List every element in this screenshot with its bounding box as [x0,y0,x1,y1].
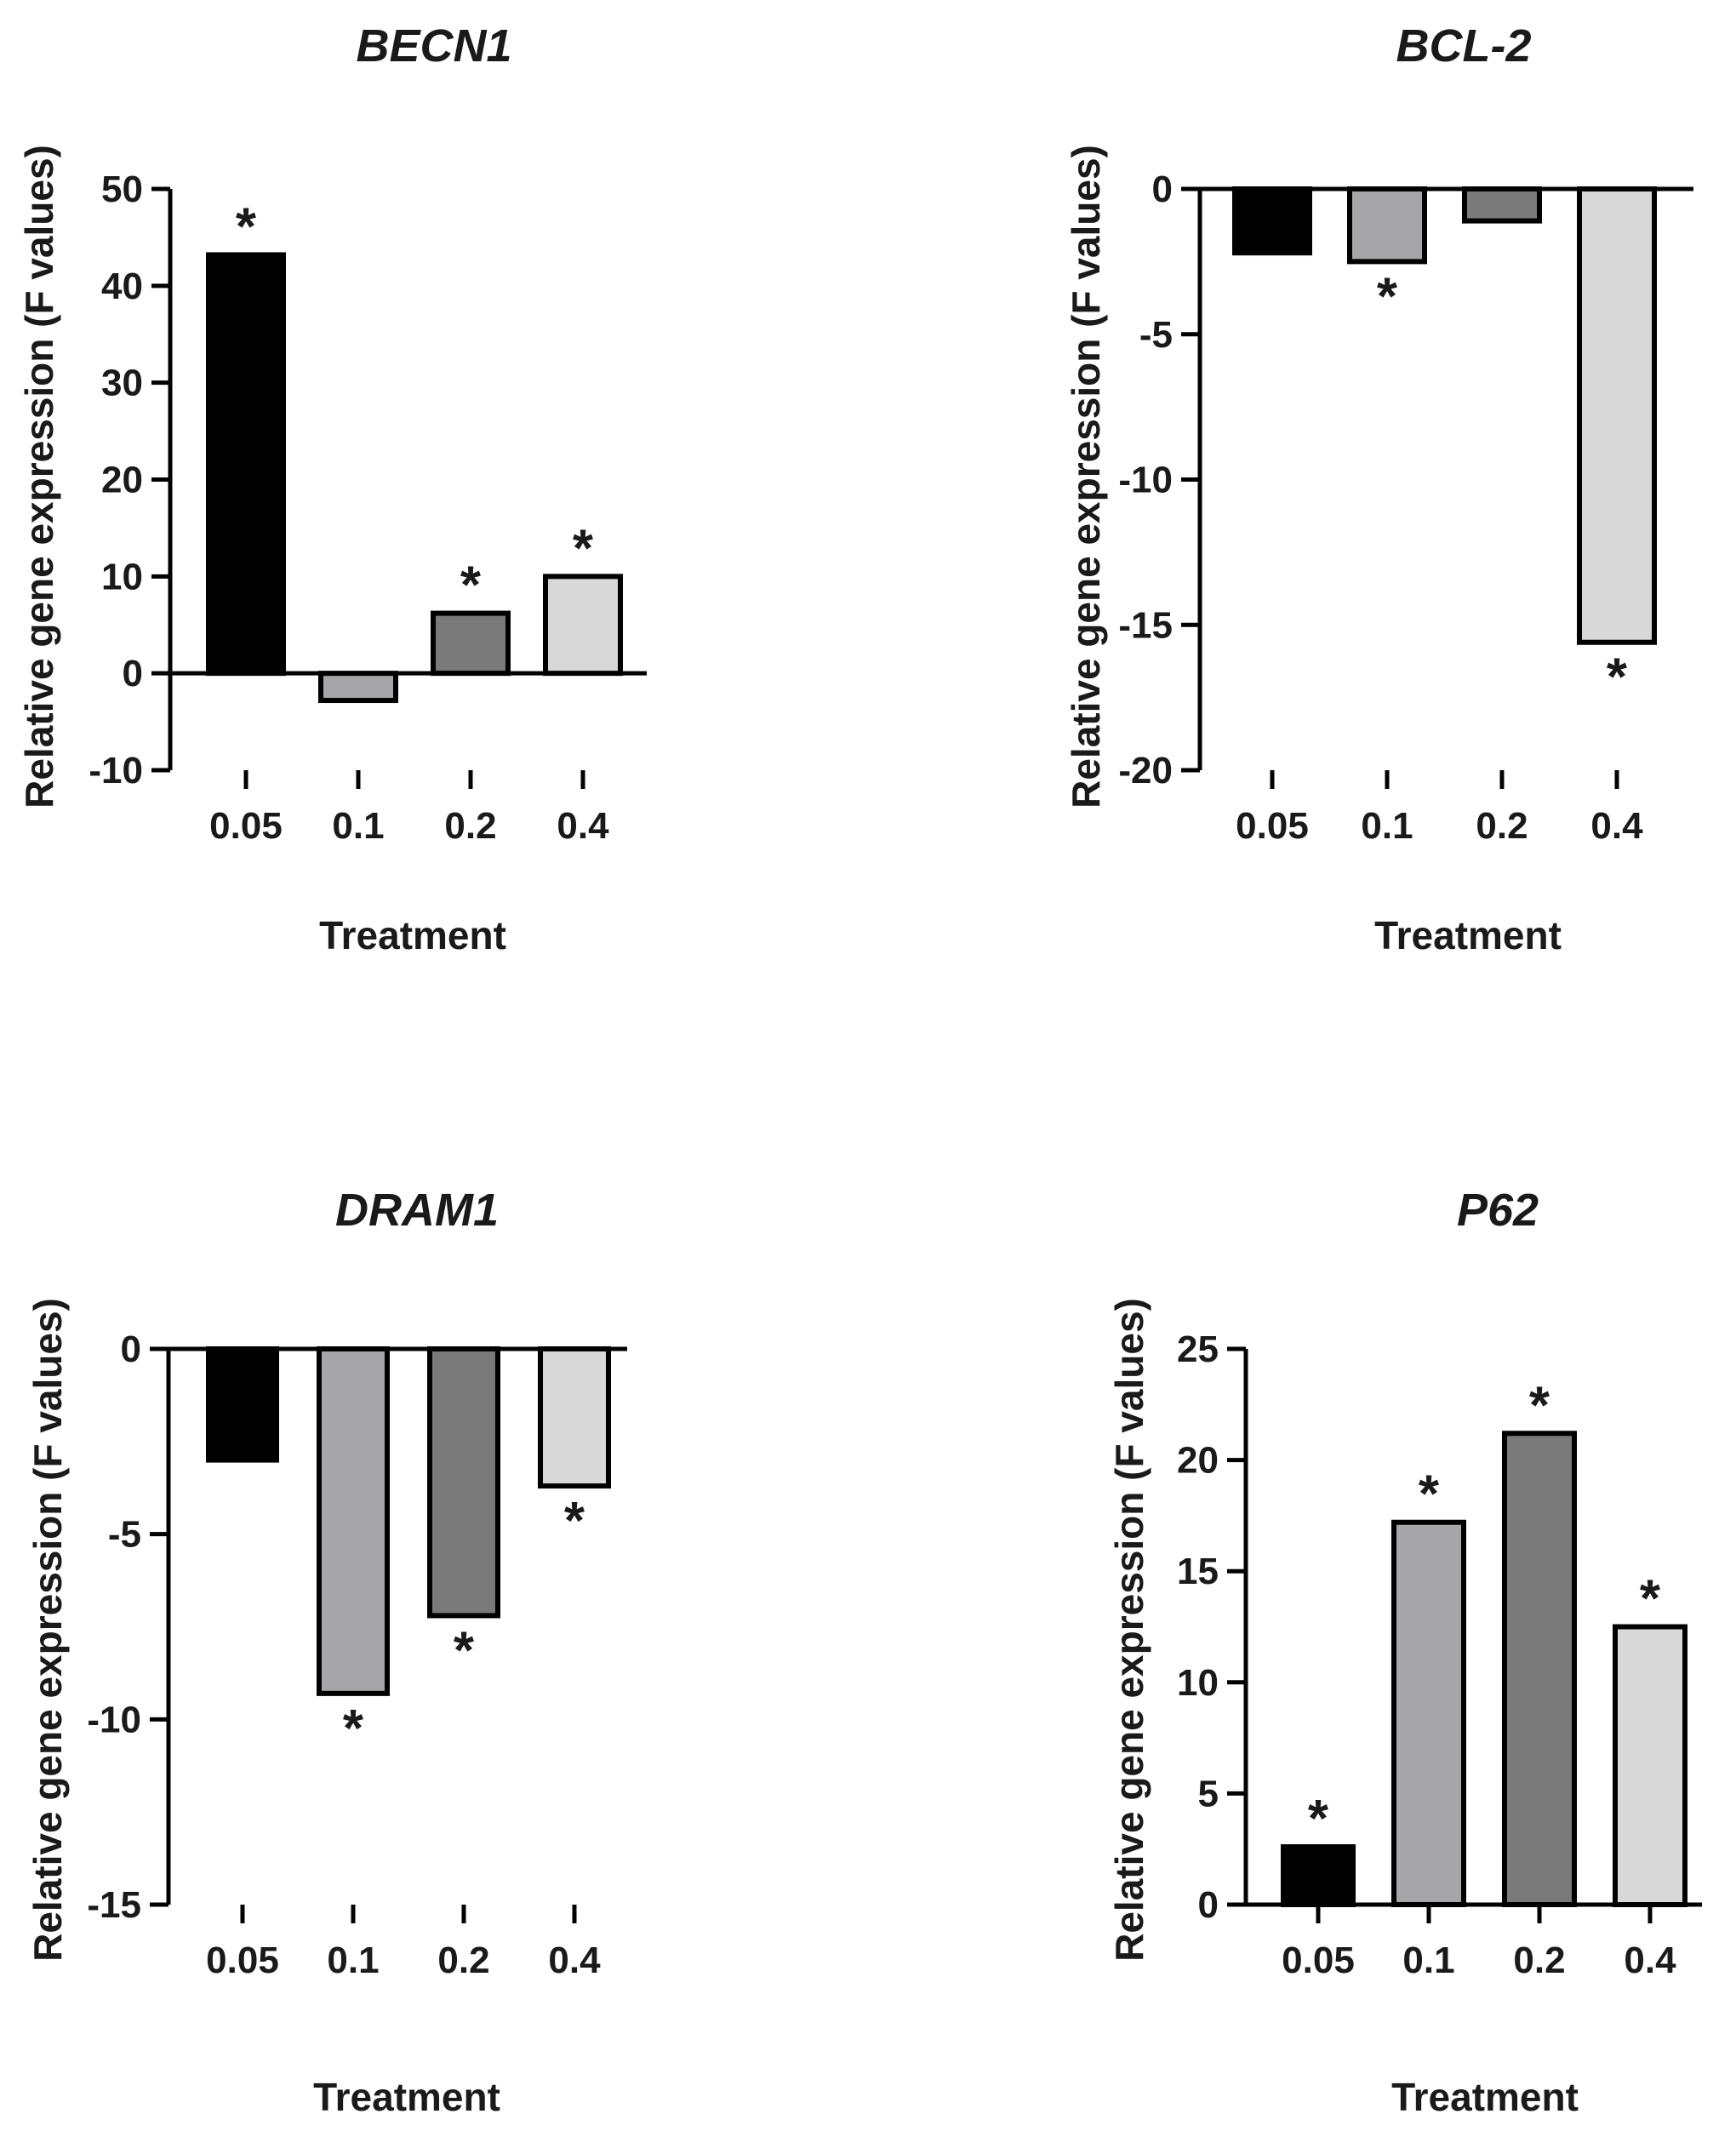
x-tick-label: 0.1 [327,1940,379,1981]
bar-0.2 [431,610,511,677]
bar-0.4 [543,574,623,677]
x-tick-label: 0.1 [332,805,384,847]
y-tick-label: 0 [121,1328,141,1370]
x-tick-label: 0.2 [444,805,496,847]
y-tick-label: 20 [1177,1440,1219,1482]
y-tick-label: 15 [1177,1551,1219,1592]
bar-0.05 [1232,186,1312,256]
y-axis-label: Relative gene expression (F values) [1064,145,1108,808]
x-tick-label: 0.4 [557,805,609,847]
significance-asterisk: * [1529,1376,1550,1435]
significance-asterisk: * [236,197,257,256]
significance-asterisk: * [1419,1465,1440,1524]
bar-0.05 [206,252,286,677]
y-tick-label: -10 [89,750,143,791]
bar-0.05 [206,1346,279,1463]
bar-0.1 [318,671,398,704]
x-tick-label: 0.2 [1513,1940,1565,1981]
y-tick-label: -10 [87,1699,141,1740]
chart-title: DRAM1 [335,1185,499,1236]
bar-0.1 [1347,186,1427,265]
chart-title: BCL-2 [1396,20,1532,71]
y-tick-label: -10 [1118,460,1173,501]
y-tick-label: 25 [1177,1328,1219,1370]
x-axis-label: Treatment [1391,2075,1579,2119]
significance-asterisk: * [454,1621,475,1680]
x-tick-label: 0.4 [1590,805,1643,847]
y-tick-label: 10 [1177,1662,1219,1704]
y-tick-label: 20 [101,460,143,501]
bar-0.2 [1462,186,1542,224]
y-axis-label: Relative gene expression (F values) [17,145,61,808]
y-tick-label: -15 [1118,604,1173,646]
y-axis-label: Relative gene expression (F values) [26,1298,70,1962]
y-tick-label: 0 [1152,169,1173,210]
x-axis-label: Treatment [1374,913,1562,957]
bar-0.4 [1613,1624,1687,1907]
chart-becn1: BECN1 * * * -10 0 10 20 30 40 50 0.05 0.1 0.2 0.4 Treat… [17,20,647,957]
x-tick-label: 0.05 [206,1940,279,1981]
chart-title: BECN1 [356,20,511,71]
y-tick-label: -20 [1118,750,1173,791]
chart-dram1: DRAM1 * * * -15 -10 -5 0 0.05 0.1 0.2 0.4 Treatment R… [26,1185,627,2119]
significance-asterisk: * [343,1700,364,1758]
x-tick-label: 0.1 [1402,1940,1454,1981]
y-tick-label: 0 [123,653,143,694]
x-tick-label: 0.05 [209,805,283,847]
bar-0.4 [1577,186,1657,645]
x-tick-label: 0.1 [1361,805,1413,847]
x-axis-label: Treatment [313,2075,500,2119]
y-tick-label: 30 [101,363,143,404]
x-tick-label: 0.2 [1476,805,1528,847]
bar-0.05 [1281,1844,1356,1907]
y-tick-label: -5 [1139,314,1173,356]
bar-0.4 [538,1346,611,1489]
y-tick-label: -5 [108,1514,141,1556]
y-tick-label: -15 [87,1884,141,1926]
y-axis-label: Relative gene expression (F values) [1107,1298,1151,1962]
x-tick-label: 0.05 [1236,805,1309,847]
y-tick-label: 50 [101,169,143,210]
bar-0.1 [317,1346,390,1696]
x-tick-label: 0.2 [437,1940,489,1981]
significance-asterisk: * [1308,1790,1329,1848]
x-tick-label: 0.4 [548,1940,601,1981]
y-tick-label: 5 [1198,1773,1219,1814]
significance-asterisk: * [1607,648,1628,707]
y-tick-label: 10 [101,556,143,597]
chart-p62: P62 * * * * 0 5 10 15 20 25 0.05 0.1 0.2 0.4 Treatment R… [1107,1185,1702,2119]
bar-0.2 [1502,1431,1577,1907]
chart-bcl-2: BCL-2 * * -20 -15 -10 -5 0 0.05 0.1 0.2 0.4 Treatmen… [1064,20,1693,957]
chart-title: P62 [1457,1185,1539,1236]
y-tick-label: 40 [101,266,143,307]
x-axis-label: Treatment [319,913,506,957]
x-tick-label: 0.4 [1624,1940,1676,1981]
bar-0.1 [1391,1519,1466,1907]
x-tick-label: 0.05 [1282,1940,1355,1981]
significance-asterisk: * [573,519,594,578]
y-tick-label: 0 [1198,1884,1219,1926]
significance-asterisk: * [1377,267,1398,326]
significance-asterisk: * [460,557,482,615]
significance-asterisk: * [564,1492,585,1551]
significance-asterisk: * [1640,1570,1661,1629]
bar-0.2 [427,1346,500,1619]
